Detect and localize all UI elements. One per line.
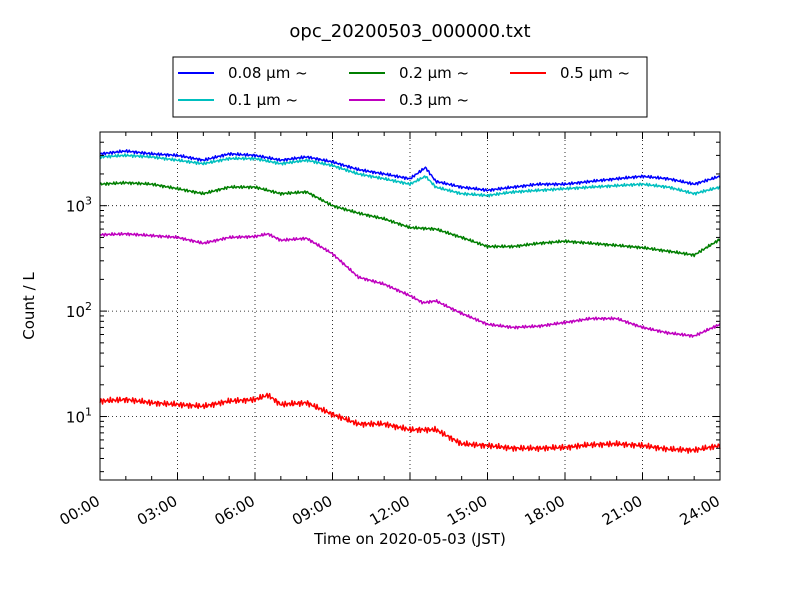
legend-label: 0.5 μm ~ — [560, 64, 630, 82]
x-axis-label: Time on 2020-05-03 (JST) — [313, 530, 506, 548]
legend-label: 0.1 μm ~ — [228, 91, 298, 109]
series-lines — [99, 149, 721, 454]
y-axis-label: Count / L — [20, 272, 38, 340]
series-line — [99, 180, 721, 258]
y-tick-label: 102 — [66, 300, 92, 321]
legend-label: 0.08 μm ~ — [228, 64, 308, 82]
y-tick-label: 103 — [66, 195, 92, 216]
legend: 0.08 μm ~ 0.1 μm ~ 0.2 μm ~ 0.3 μm ~ 0.5 μm … — [172, 56, 648, 118]
series-line — [99, 153, 721, 198]
grid — [100, 132, 720, 480]
legend-label: 0.3 μm ~ — [399, 91, 469, 109]
series-line — [99, 149, 721, 193]
series-line — [99, 231, 721, 338]
legend-label: 0.2 μm ~ — [399, 64, 469, 82]
series-line — [99, 392, 721, 454]
plot-frame — [99, 131, 721, 481]
legend-frame — [172, 56, 648, 118]
y-tick-label: 101 — [66, 406, 92, 427]
chart-title: opc_20200503_000000.txt — [289, 21, 530, 42]
